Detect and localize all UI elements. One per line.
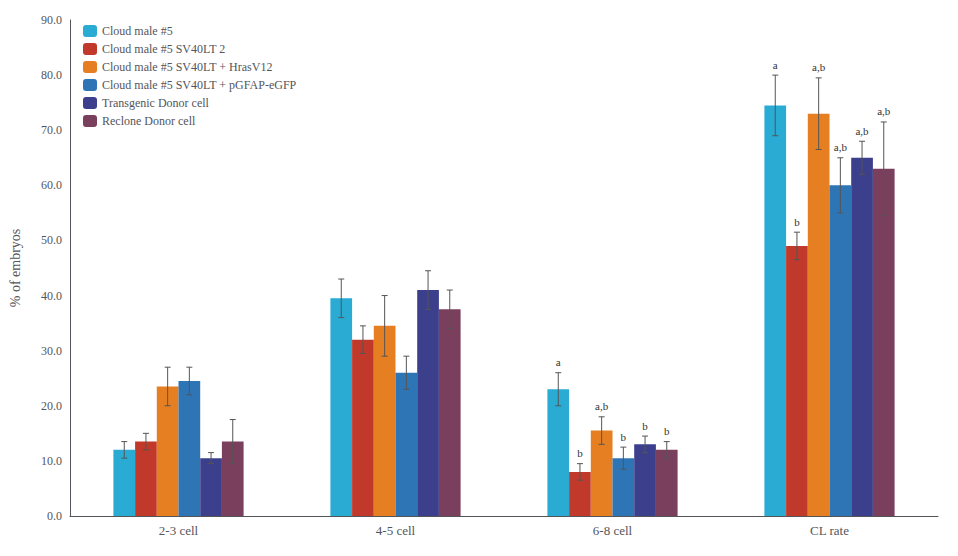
svg-text:Reclone Donor cell: Reclone Donor cell [102, 114, 196, 128]
svg-text:b: b [642, 420, 648, 432]
svg-text:30.0: 30.0 [41, 344, 62, 358]
svg-text:a,b: a,b [812, 61, 826, 73]
svg-text:% of embryos: % of embryos [8, 229, 23, 308]
svg-text:2-3 cell: 2-3 cell [159, 523, 199, 538]
svg-text:CL rate: CL rate [810, 523, 849, 538]
svg-text:b: b [794, 216, 800, 228]
svg-text:6-8 cell: 6-8 cell [593, 523, 633, 538]
svg-text:a,b: a,b [834, 141, 848, 153]
svg-text:20.0: 20.0 [41, 399, 62, 413]
svg-text:90.0: 90.0 [41, 13, 62, 27]
svg-text:Transgenic Donor cell: Transgenic Donor cell [102, 96, 210, 110]
svg-text:10.0: 10.0 [41, 454, 62, 468]
svg-text:a,b: a,b [855, 125, 869, 137]
svg-text:Cloud male #5 SV40LT + pGFAP-e: Cloud male #5 SV40LT + pGFAP-eGFP [102, 78, 297, 92]
svg-text:Cloud male #5: Cloud male #5 [102, 24, 173, 38]
svg-text:a: a [556, 356, 561, 368]
svg-text:a,b: a,b [877, 105, 891, 117]
svg-text:a: a [773, 59, 778, 71]
svg-text:40.0: 40.0 [41, 289, 62, 303]
svg-text:50.0: 50.0 [41, 233, 62, 247]
svg-text:0.0: 0.0 [47, 509, 62, 523]
svg-text:70.0: 70.0 [41, 123, 62, 137]
svg-text:Cloud male #5 SV40LT + HrasV12: Cloud male #5 SV40LT + HrasV12 [102, 60, 272, 74]
svg-text:a,b: a,b [595, 400, 609, 412]
svg-text:b: b [621, 431, 627, 443]
svg-text:60.0: 60.0 [41, 178, 62, 192]
svg-text:b: b [577, 447, 583, 459]
svg-text:4-5 cell: 4-5 cell [376, 523, 416, 538]
svg-text:80.0: 80.0 [41, 68, 62, 82]
svg-text:b: b [664, 425, 670, 437]
svg-text:Cloud male #5 SV40LT 2: Cloud male #5 SV40LT 2 [102, 42, 225, 56]
